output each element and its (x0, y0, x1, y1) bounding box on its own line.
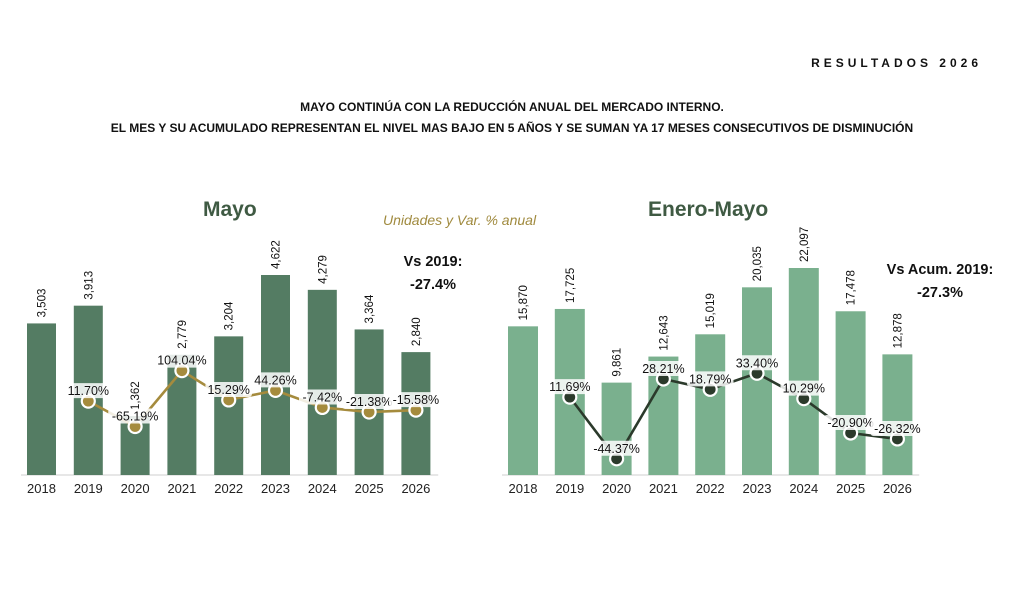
enero-mayo-change-label: 28.21% (642, 362, 684, 376)
mayo-change-label-bg (205, 381, 252, 397)
mayo-change-label-bg (108, 408, 162, 424)
mayo-change-label: 104.04% (157, 354, 206, 368)
mayo-change-label-bg (252, 372, 299, 388)
enero-mayo-tick-label: 2019 (555, 481, 584, 496)
enero-mayo-value-label: 17,478 (846, 270, 858, 305)
mayo-change-label-bg (65, 383, 112, 399)
mayo-change-label: 15.29% (207, 383, 249, 397)
mayo-change-label: -65.19% (112, 410, 159, 424)
mayo-tick-label: 2026 (401, 481, 430, 496)
mayo-change-label: 11.70% (68, 384, 109, 398)
enero-mayo-tick-label: 2018 (509, 481, 538, 496)
mayo-tick-label: 2021 (167, 481, 196, 496)
mayo-value-label: 3,204 (224, 301, 236, 330)
mayo-comparison-label: Vs 2019: (403, 254, 463, 270)
mayo-tick-label: 2023 (261, 481, 290, 496)
enero-mayo-tick-label: 2023 (743, 481, 772, 496)
enero-mayo-tick-label: 2026 (883, 481, 912, 496)
mayo-change-label: 44.26% (254, 373, 296, 387)
enero-mayo-tick-label: 2022 (696, 481, 725, 496)
mayo-change-label: -15.58% (393, 393, 440, 407)
enero-mayo-chart-title: Enero-Mayo (648, 198, 769, 221)
headline-line-1: MAYO CONTINÚA CON LA REDUCCIÓN ANUAL DEL… (300, 100, 724, 114)
enero-mayo-value-label: 9,861 (612, 348, 624, 377)
enero-mayo-change-label-bg (780, 380, 828, 396)
mayo-comparison: Vs 2019: -27.4% (388, 251, 478, 297)
enero-mayo-bar (835, 311, 866, 475)
enero-mayo-value-label: 12,878 (892, 313, 904, 348)
units-note: Unidades y Var. % anual (383, 212, 537, 228)
enero-mayo-change-label: 33.40% (736, 356, 778, 370)
mayo-value-label: 3,913 (83, 271, 95, 300)
enero-mayo-tick-label: 2021 (649, 481, 678, 496)
mayo-tick-label: 2024 (308, 481, 337, 496)
enero-mayo-comparison-value: -27.3% (917, 285, 963, 301)
enero-mayo-change-label: 18.79% (689, 372, 731, 386)
mayo-change-label-bg (389, 392, 443, 408)
mayo-tick-label: 2018 (27, 481, 56, 496)
mayo-value-label: 2,840 (411, 317, 423, 346)
headline: MAYO CONTINÚA CON LA REDUCCIÓN ANUAL DEL… (0, 97, 1024, 139)
enero-mayo-value-label: 17,725 (565, 268, 577, 303)
mayo-chart-title: Mayo (203, 198, 257, 221)
mayo-value-label: 1,362 (130, 381, 142, 410)
enero-mayo-tick-label: 2020 (602, 481, 631, 496)
mayo-change-label-bg (155, 352, 209, 368)
mayo-value-label: 3,503 (37, 289, 49, 318)
mayo-value-label: 2,779 (177, 320, 189, 349)
enero-mayo-change-label: -26.32% (874, 422, 921, 436)
enero-mayo-bar (508, 326, 538, 475)
mayo-value-label: 3,364 (364, 294, 376, 323)
mayo-change-label-bg (299, 389, 346, 405)
headline-line-2: EL MES Y SU ACUMULADO REPRESENTAN EL NIV… (110, 121, 914, 135)
enero-mayo-change-label-bg (823, 414, 878, 430)
enero-mayo-value-label: 12,643 (658, 315, 670, 350)
enero-mayo-change-label: 11.69% (549, 380, 590, 394)
enero-mayo-comparison: Vs Acum. 2019: -27.3% (870, 259, 1010, 305)
enero-mayo-value-label: 22,097 (799, 227, 811, 262)
enero-mayo-value-label: 15,019 (705, 293, 717, 328)
mayo-tick-label: 2020 (121, 481, 150, 496)
enero-mayo-value-label: 15,870 (518, 285, 530, 320)
mayo-change-label: -7.42% (302, 390, 342, 404)
enero-mayo-tick-label: 2024 (789, 481, 818, 496)
enero-mayo-comparison-label: Vs Acum. 2019: (886, 262, 994, 278)
enero-mayo-change-label-bg (870, 420, 925, 436)
enero-mayo-change-label: -44.37% (593, 442, 640, 456)
enero-mayo-change-label-bg (640, 360, 687, 376)
enero-mayo-change-label-bg (686, 371, 734, 387)
enero-mayo-change-label: 10.29% (783, 382, 825, 396)
enero-mayo-bar (695, 334, 726, 475)
mayo-value-label: 4,279 (317, 255, 329, 284)
mayo-value-label: 4,622 (271, 240, 283, 269)
enero-mayo-change-label-bg (733, 355, 781, 371)
report-label: RESULTADOS 2026 (811, 56, 982, 70)
mayo-bar (307, 289, 337, 475)
mayo-change-label-bg (342, 394, 396, 410)
mayo-tick-label: 2019 (74, 481, 103, 496)
enero-mayo-value-label: 20,035 (752, 246, 764, 281)
enero-mayo-tick-label: 2025 (836, 481, 865, 496)
enero-mayo-bar (882, 354, 913, 475)
mayo-tick-label: 2025 (355, 481, 384, 496)
enero-mayo-bar (742, 287, 772, 475)
enero-mayo-bar (788, 268, 819, 475)
enero-mayo-change-label-bg (546, 379, 594, 395)
mayo-bar (27, 323, 56, 475)
enero-mayo-change-label-bg (589, 440, 644, 456)
mayo-comparison-value: -27.4% (410, 277, 456, 293)
mayo-change-label: -21.38% (346, 395, 393, 409)
enero-mayo-change-label: -20.90% (827, 416, 874, 430)
mayo-tick-label: 2022 (214, 481, 243, 496)
